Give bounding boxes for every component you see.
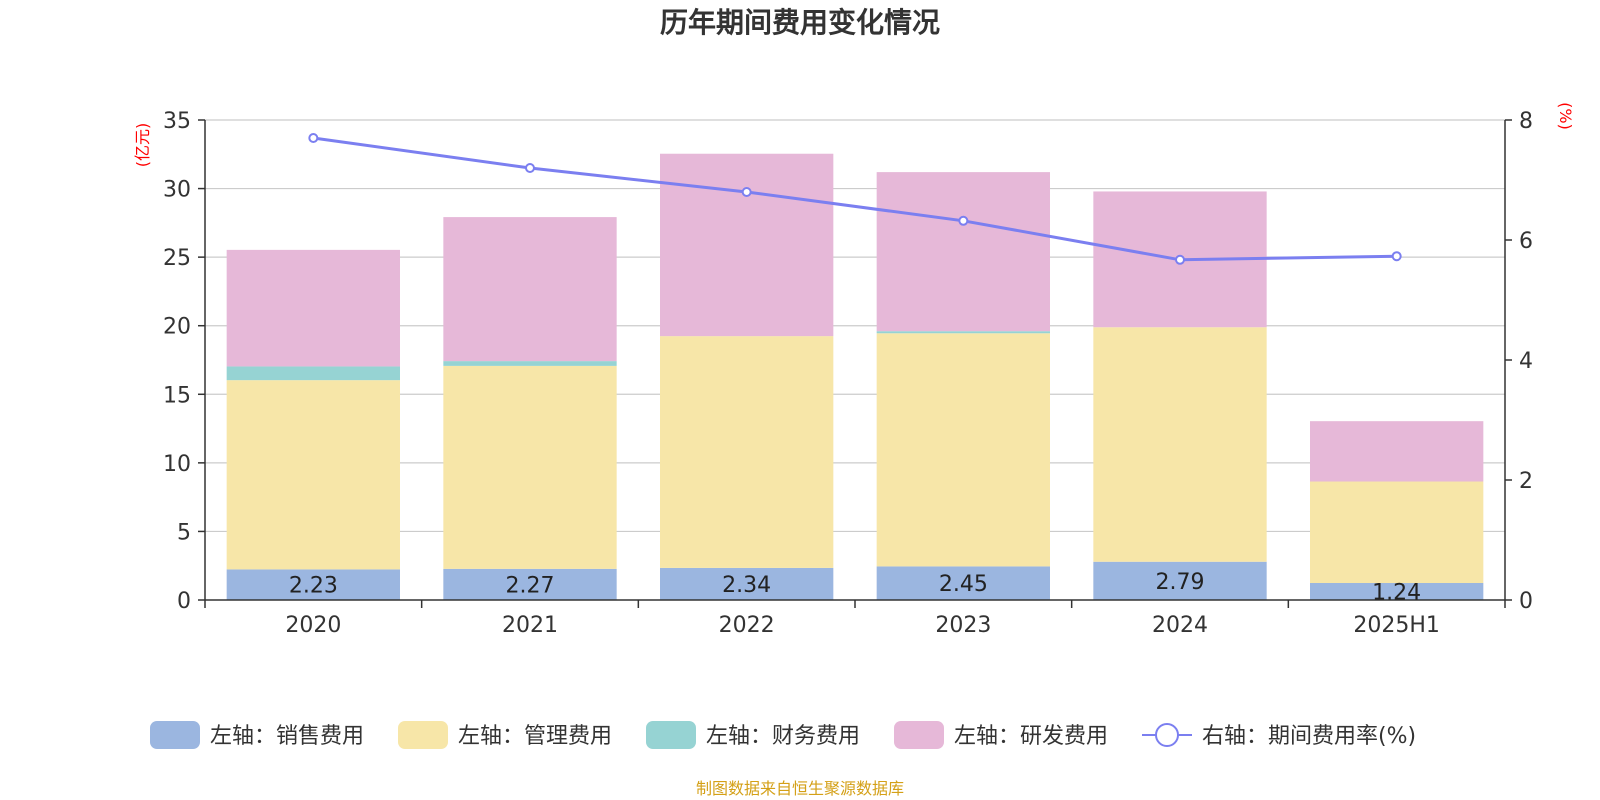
- rate-point: [958, 215, 969, 226]
- axes: 0 5 10 15 20 25 30 35 0 2 4 6 8 2020 2021 2022 2023 2024 2…: [163, 109, 1533, 638]
- bar-segment: [1310, 421, 1484, 482]
- bar-value-label: 1.24: [1372, 580, 1421, 605]
- bar-segment: [876, 172, 1050, 332]
- source-note: 制图数据来自恒生聚源数据库: [696, 779, 904, 798]
- bar-segment: [443, 361, 617, 366]
- legend-label: 左轴：销售费用: [210, 724, 364, 749]
- x-tick-label: 2023: [935, 613, 991, 638]
- right-tick-label: 4: [1519, 349, 1533, 374]
- rate-point: [741, 187, 752, 197]
- bar-series: [226, 153, 1484, 600]
- right-tick-label: 8: [1519, 109, 1533, 134]
- left-tick-label: 20: [163, 315, 191, 340]
- legend: 左轴：销售费用 左轴：管理费用 左轴：财务费用 左轴：研发费用 右轴：期间费用率(%): [150, 721, 1416, 749]
- chart-title: 历年期间费用变化情况: [660, 6, 940, 39]
- legend-label: 左轴：研发费用: [954, 724, 1108, 749]
- left-tick-label: 25: [163, 246, 191, 271]
- x-tick-label: 2025H1: [1353, 613, 1440, 638]
- bar-data-labels: 2.23 2.27 2.34 2.45 2.79 1.24: [289, 570, 1421, 606]
- rate-point: [1391, 251, 1402, 262]
- right-tick-label: 2: [1519, 469, 1533, 494]
- legend-label: 右轴：期间费用率(%): [1202, 724, 1416, 749]
- left-tick-label: 10: [163, 452, 191, 477]
- left-tick-label: 30: [163, 178, 191, 203]
- bar-value-label: 2.79: [1156, 570, 1205, 595]
- x-tick-label: 2021: [502, 613, 558, 638]
- right-axis-unit: (%): [1556, 102, 1575, 130]
- right-tick-label: 0: [1519, 589, 1533, 614]
- bar-segment: [1310, 582, 1484, 600]
- bar-segment: [660, 567, 834, 600]
- bar-segment: [660, 153, 834, 337]
- bar-segment: [226, 380, 400, 570]
- bar-value-label: 2.45: [939, 572, 988, 597]
- left-tick-label: 0: [177, 589, 191, 614]
- left-tick-label: 35: [163, 109, 191, 134]
- legend-swatch: [398, 721, 448, 749]
- x-tick-label: 2024: [1152, 613, 1208, 638]
- rate-point: [308, 133, 319, 143]
- bar-segment: [876, 566, 1050, 600]
- bar-segment: [443, 217, 617, 362]
- gridlines: [205, 119, 1505, 533]
- legend-label: 左轴：管理费用: [458, 724, 612, 749]
- rate-line-series: [308, 133, 1402, 265]
- x-tick-label: 2022: [719, 613, 775, 638]
- left-tick-label: 15: [163, 383, 191, 408]
- bar-segment: [443, 568, 617, 600]
- left-axis-unit: (亿元): [133, 123, 152, 168]
- bar-value-label: 2.27: [506, 573, 555, 598]
- legend-label: 左轴：财务费用: [706, 724, 860, 749]
- bar-segment: [1093, 561, 1267, 600]
- bar-value-label: 2.23: [289, 574, 338, 599]
- bar-segment: [226, 569, 400, 600]
- x-tick-label: 2020: [285, 613, 341, 638]
- bar-segment: [876, 331, 1050, 334]
- bar-segment: [1093, 327, 1267, 562]
- bar-segment: [226, 249, 400, 367]
- rate-point: [525, 163, 535, 173]
- bar-segment: [1310, 481, 1484, 583]
- bar-segment: [876, 333, 1050, 567]
- legend-swatch: [894, 721, 944, 749]
- rate-line: [313, 136, 1397, 262]
- legend-swatch: [646, 721, 696, 749]
- legend-swatch: [150, 721, 200, 749]
- rate-point: [1175, 254, 1185, 265]
- bar-segment: [660, 336, 834, 568]
- legend-marker: [1155, 723, 1179, 747]
- left-tick-label: 5: [177, 520, 191, 545]
- bar-segment: [443, 365, 617, 569]
- bar-segment: [226, 366, 400, 381]
- right-tick-label: 6: [1519, 229, 1533, 254]
- bar-value-label: 2.34: [722, 573, 771, 598]
